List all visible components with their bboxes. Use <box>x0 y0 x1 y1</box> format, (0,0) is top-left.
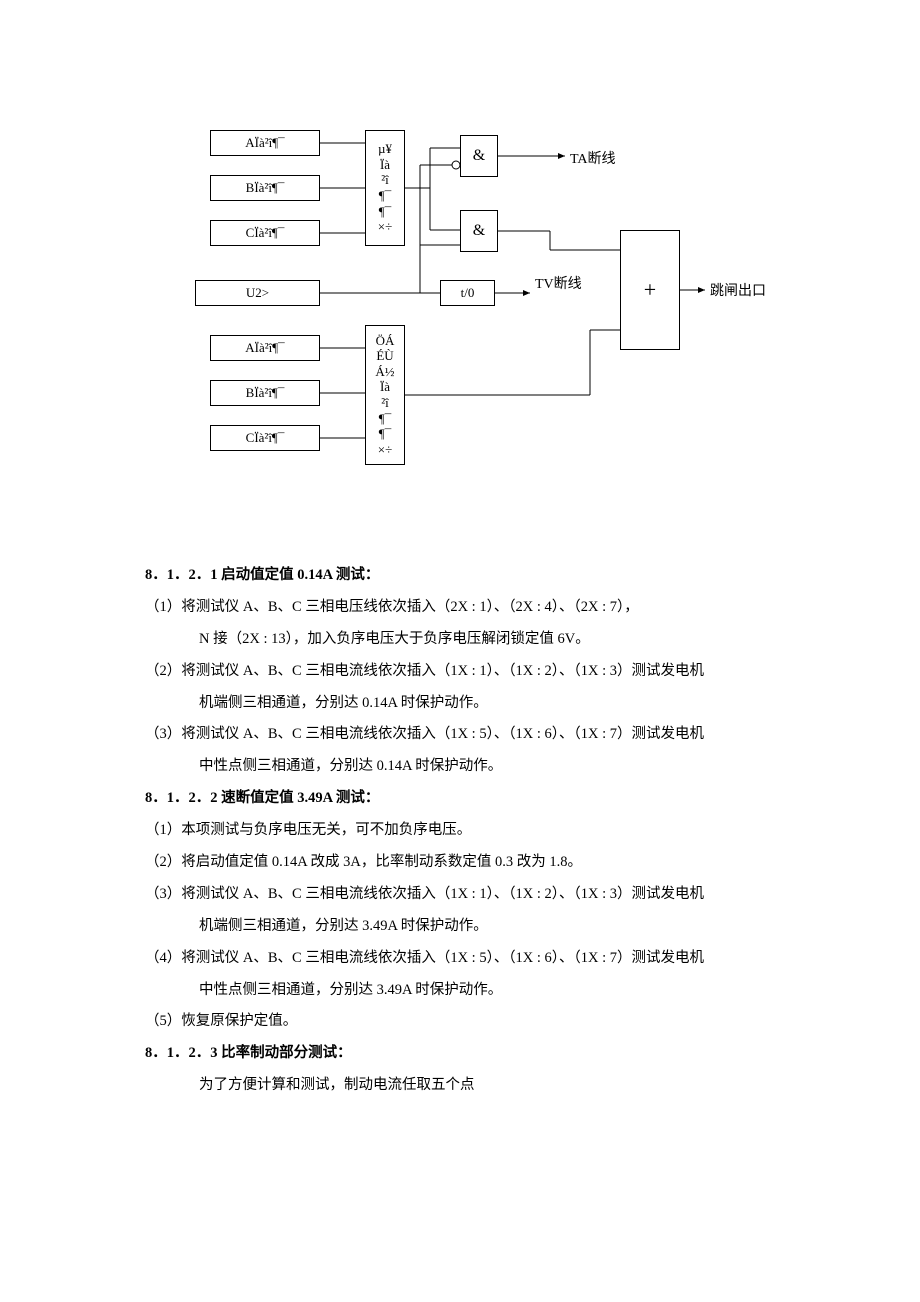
item-1-3: （3）将测试仪 A、B、C 三相电流线依次插入（1X : 5）、（1X : 6）… <box>145 719 775 751</box>
item-2-1: （1）本项测试与负序电压无关，可不加负序电压。 <box>145 815 775 847</box>
item-1-3b: 中性点侧三相通道，分别达 0.14A 时保护动作。 <box>145 751 775 783</box>
item-1-2: （2）将测试仪 A、B、C 三相电流线依次插入（1X : 1）、（1X : 2）… <box>145 656 775 688</box>
input-a-top: AÏà²î¶¯ <box>210 130 320 156</box>
input-c-bot: CÏà²î¶¯ <box>210 425 320 451</box>
and-gate-1: & <box>460 135 498 177</box>
mux-top: µ¥ Ïà ²î ¶¯ ¶¯ ×÷ <box>365 130 405 246</box>
item-1-1b: N 接（2X : 13），加入负序电压大于负序电压解闭锁定值 6V。 <box>145 624 775 656</box>
label-tv: TV断线 <box>535 273 582 293</box>
heading-8-1-2-2: 8．1．2．2 速断值定值 3.49A 测试： <box>145 783 775 815</box>
para-8-1-2-3: 为了方便计算和测试，制动电流任取五个点 <box>145 1070 775 1102</box>
heading-8-1-2-3: 8．1．2．3 比率制动部分测试： <box>145 1038 775 1070</box>
document-body: 8．1．2．1 启动值定值 0.14A 测试： （1）将测试仪 A、B、C 三相… <box>145 560 775 1102</box>
input-b-top: BÏà²î¶¯ <box>210 175 320 201</box>
mux-bot: ÖÁ ÉÙ Á½ Ïà ²î ¶¯ ¶¯ ×÷ <box>365 325 405 465</box>
item-2-3b: 机端侧三相通道，分别达 3.49A 时保护动作。 <box>145 911 775 943</box>
item-2-3: （3）将测试仪 A、B、C 三相电流线依次插入（1X : 1）、（1X : 2）… <box>145 879 775 911</box>
item-2-4b: 中性点侧三相通道，分别达 3.49A 时保护动作。 <box>145 975 775 1007</box>
delay-block: t/0 <box>440 280 495 306</box>
or-gate: + <box>620 230 680 350</box>
item-1-1: （1）将测试仪 A、B、C 三相电压线依次插入（2X : 1）、（2X : 4）… <box>145 592 775 624</box>
item-1-2b: 机端侧三相通道，分别达 0.14A 时保护动作。 <box>145 688 775 720</box>
label-output: 跳闸出口 <box>710 280 766 300</box>
item-2-5: （5）恢复原保护定值。 <box>145 1006 775 1038</box>
input-c-top: CÏà²î¶¯ <box>210 220 320 246</box>
input-b-bot: BÏà²î¶¯ <box>210 380 320 406</box>
logic-diagram: AÏà²î¶¯ BÏà²î¶¯ CÏà²î¶¯ U2> AÏà²î¶¯ BÏà²… <box>150 100 770 480</box>
item-2-4: （4）将测试仪 A、B、C 三相电流线依次插入（1X : 5）、（1X : 6）… <box>145 943 775 975</box>
heading-8-1-2-1: 8．1．2．1 启动值定值 0.14A 测试： <box>145 560 775 592</box>
input-u2: U2> <box>195 280 320 306</box>
item-2-2: （2）将启动值定值 0.14A 改成 3A，比率制动系数定值 0.3 改为 1.… <box>145 847 775 879</box>
and-gate-2: & <box>460 210 498 252</box>
input-a-bot: AÏà²î¶¯ <box>210 335 320 361</box>
label-ta: TA断线 <box>570 148 616 168</box>
